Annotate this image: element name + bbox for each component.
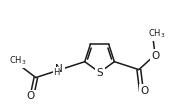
Text: O: O bbox=[27, 91, 35, 101]
Text: O: O bbox=[140, 86, 149, 96]
Text: H: H bbox=[53, 68, 60, 77]
Text: CH$_3$: CH$_3$ bbox=[148, 27, 166, 40]
Text: O: O bbox=[152, 51, 160, 61]
Text: S: S bbox=[96, 68, 103, 78]
Text: N: N bbox=[55, 64, 63, 74]
Text: CH$_3$: CH$_3$ bbox=[9, 55, 27, 67]
